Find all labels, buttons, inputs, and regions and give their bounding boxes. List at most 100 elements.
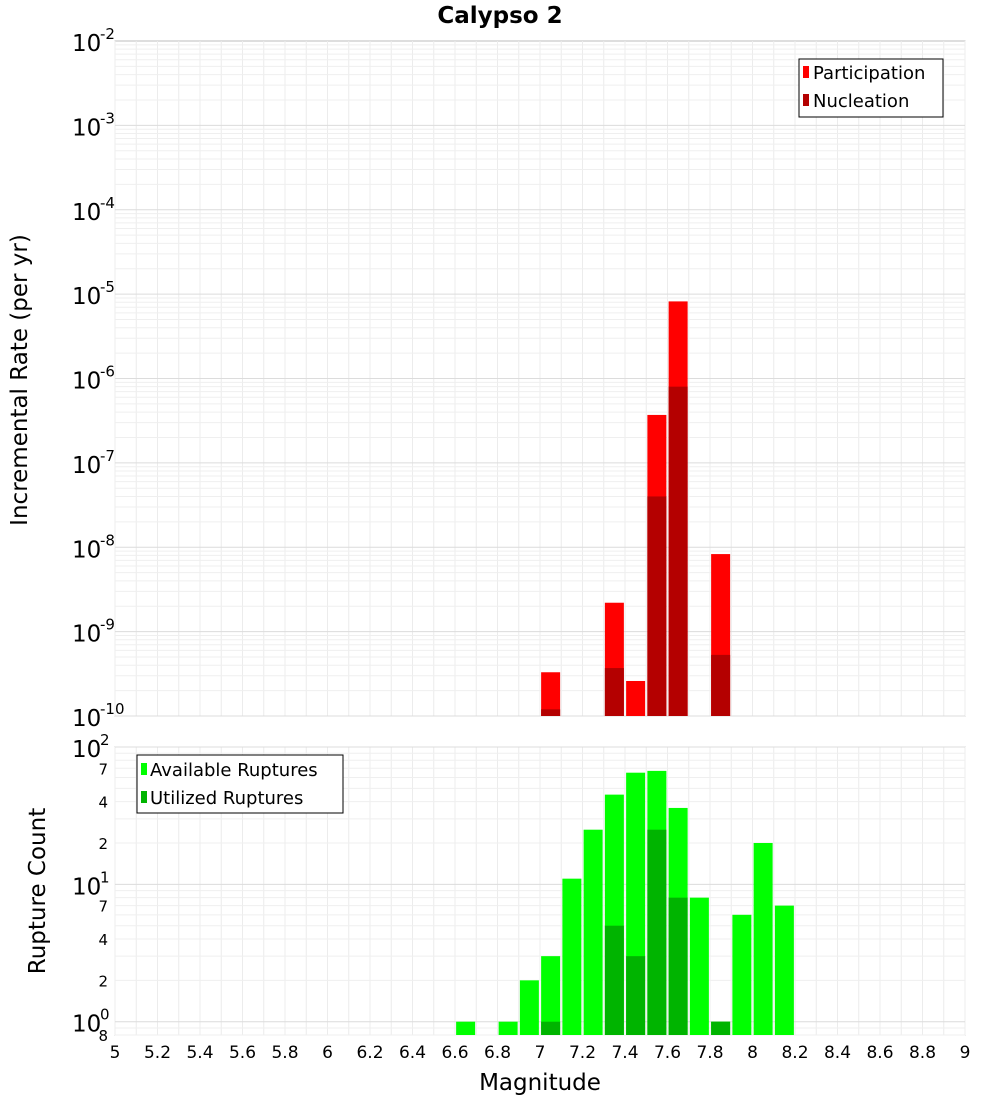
- x-tick-label: 8.6: [866, 1043, 893, 1063]
- x-axis-label: Magnitude: [479, 1070, 601, 1096]
- top-y-tick: 10-4: [72, 194, 115, 226]
- top-y-tick-base: 10: [72, 453, 101, 479]
- top-y-tick: 10-6: [72, 363, 115, 395]
- bottom-bar-a: [689, 897, 709, 1035]
- bottom-y-tick-base: 10: [72, 874, 101, 900]
- legend-utilized-label: Utilized Ruptures: [150, 788, 303, 809]
- top-y-tick-exponent: -10: [100, 700, 125, 718]
- bottom-bar-b: [711, 1021, 731, 1035]
- top-y-tick-exponent: -6: [100, 363, 115, 381]
- bottom-bar-b: [668, 897, 688, 1035]
- top-y-tick-base: 10: [72, 284, 101, 310]
- legend-nucleation-label: Nucleation: [813, 91, 909, 112]
- top-y-tick: 10-8: [72, 531, 115, 563]
- bottom-y-axis-label: Rupture Count: [25, 808, 51, 974]
- bottom-bar-a: [732, 914, 752, 1035]
- top-y-tick-exponent: -7: [100, 447, 115, 465]
- x-tick-label: 6.4: [399, 1043, 426, 1063]
- bottom-y-tick-exponent: 0: [100, 1006, 110, 1024]
- x-tick-label: 6.2: [356, 1043, 383, 1063]
- bottom-legend: Available Ruptures Utilized Ruptures: [136, 754, 344, 814]
- top-bar-b: [604, 668, 624, 716]
- top-legend: Participation Nucleation: [798, 58, 944, 118]
- top-y-tick-base: 10: [72, 706, 101, 732]
- bottom-bar-a: [498, 1021, 518, 1035]
- bottom-bars: [456, 770, 794, 1035]
- bottom-bar-a: [774, 905, 794, 1035]
- top-y-tick-base: 10: [72, 200, 101, 226]
- bottom-legend-box: [136, 754, 344, 814]
- x-tick-label: 5.6: [229, 1043, 256, 1063]
- bottom-bar-a: [562, 878, 582, 1035]
- legend-nucleation-swatch: [803, 94, 809, 106]
- top-panel: 10-210-310-410-510-610-710-810-910-10 In…: [7, 25, 966, 732]
- x-tick-label: 8.4: [824, 1043, 851, 1063]
- bottom-y-tick: 102: [72, 731, 110, 763]
- bottom-y-tick-base: 10: [72, 737, 101, 763]
- bottom-y-tick-exponent: 2: [100, 731, 110, 749]
- top-y-tick-labels: 10-210-310-410-510-610-710-810-910-10: [72, 25, 125, 732]
- bottom-y-minor-tick: 7: [98, 760, 108, 778]
- top-y-tick-exponent: -8: [100, 531, 115, 549]
- x-tick-label: 6.8: [484, 1043, 511, 1063]
- x-tick-label: 7.2: [569, 1043, 596, 1063]
- bottom-y-minor-tick: 2: [98, 835, 108, 853]
- x-tick-label: 7.6: [654, 1043, 681, 1063]
- bottom-bar-b: [647, 829, 667, 1035]
- bottom-bar-a: [753, 843, 773, 1035]
- legend-participation-label: Participation: [813, 63, 925, 84]
- top-bars: [541, 301, 731, 716]
- x-tick-label: 7.8: [696, 1043, 723, 1063]
- top-y-tick-exponent: -4: [100, 194, 115, 212]
- x-tick-labels: 5 5.2 5.4 5.6 5.8 6 6.2 6.4 6.6 6.8 7 7.2 7.4 7.6 7.8 8…: [110, 1043, 971, 1063]
- x-tick-label: 8.8: [909, 1043, 936, 1063]
- x-tick-label: 6: [322, 1043, 333, 1063]
- bottom-y-minor-tick: 4: [98, 794, 108, 812]
- top-bar-b: [711, 654, 731, 716]
- bottom-y-minor-tick: 7: [98, 898, 108, 916]
- x-tick-label: 8.2: [781, 1043, 808, 1063]
- top-y-tick-exponent: -5: [100, 278, 115, 296]
- x-tick-label: 9: [960, 1043, 971, 1063]
- top-y-tick-base: 10: [72, 537, 101, 563]
- bottom-y-minor-tick: 2: [98, 972, 108, 990]
- bottom-y-minor-tick: 4: [98, 931, 108, 949]
- bottom-y-minor-tick: 8: [98, 1027, 108, 1045]
- top-y-tick: 10-10: [72, 700, 125, 732]
- top-y-tick: 10-2: [72, 25, 115, 57]
- legend-participation-swatch: [803, 66, 809, 78]
- top-y-tick-exponent: -3: [100, 109, 115, 127]
- top-y-tick-exponent: -2: [100, 25, 115, 43]
- top-y-tick-exponent: -9: [100, 616, 115, 634]
- top-legend-box: [798, 58, 944, 118]
- bottom-y-tick: 100: [72, 1006, 110, 1038]
- top-y-axis-label: Incremental Rate (per yr): [7, 234, 33, 526]
- x-tick-label: 8: [747, 1043, 758, 1063]
- bottom-y-tick: 101: [72, 868, 110, 900]
- legend-available-swatch: [141, 763, 147, 775]
- top-y-tick-base: 10: [72, 115, 101, 141]
- top-y-tick-base: 10: [72, 31, 101, 57]
- top-y-tick: 10-9: [72, 616, 115, 648]
- top-bar-b: [647, 496, 667, 716]
- top-y-tick-base: 10: [72, 622, 101, 648]
- top-bar-a: [541, 672, 561, 716]
- x-tick-label: 7: [535, 1043, 546, 1063]
- top-grid: [114, 41, 966, 717]
- bottom-bar-a: [583, 829, 603, 1035]
- x-tick-label: 5: [110, 1043, 121, 1063]
- bottom-bar-b: [626, 956, 646, 1035]
- top-y-tick: 10-5: [72, 278, 115, 310]
- chart-title: Calypso 2: [437, 3, 562, 29]
- bottom-y-tick-exponent: 1: [100, 868, 110, 886]
- bottom-bar-b: [604, 925, 624, 1035]
- x-tick-label: 5.8: [271, 1043, 298, 1063]
- x-tick-label: 7.4: [611, 1043, 638, 1063]
- bottom-y-tick-base: 10: [72, 1012, 101, 1038]
- legend-available-label: Available Ruptures: [150, 760, 318, 781]
- bottom-bar-a: [456, 1021, 476, 1035]
- x-tick-label: 6.6: [441, 1043, 468, 1063]
